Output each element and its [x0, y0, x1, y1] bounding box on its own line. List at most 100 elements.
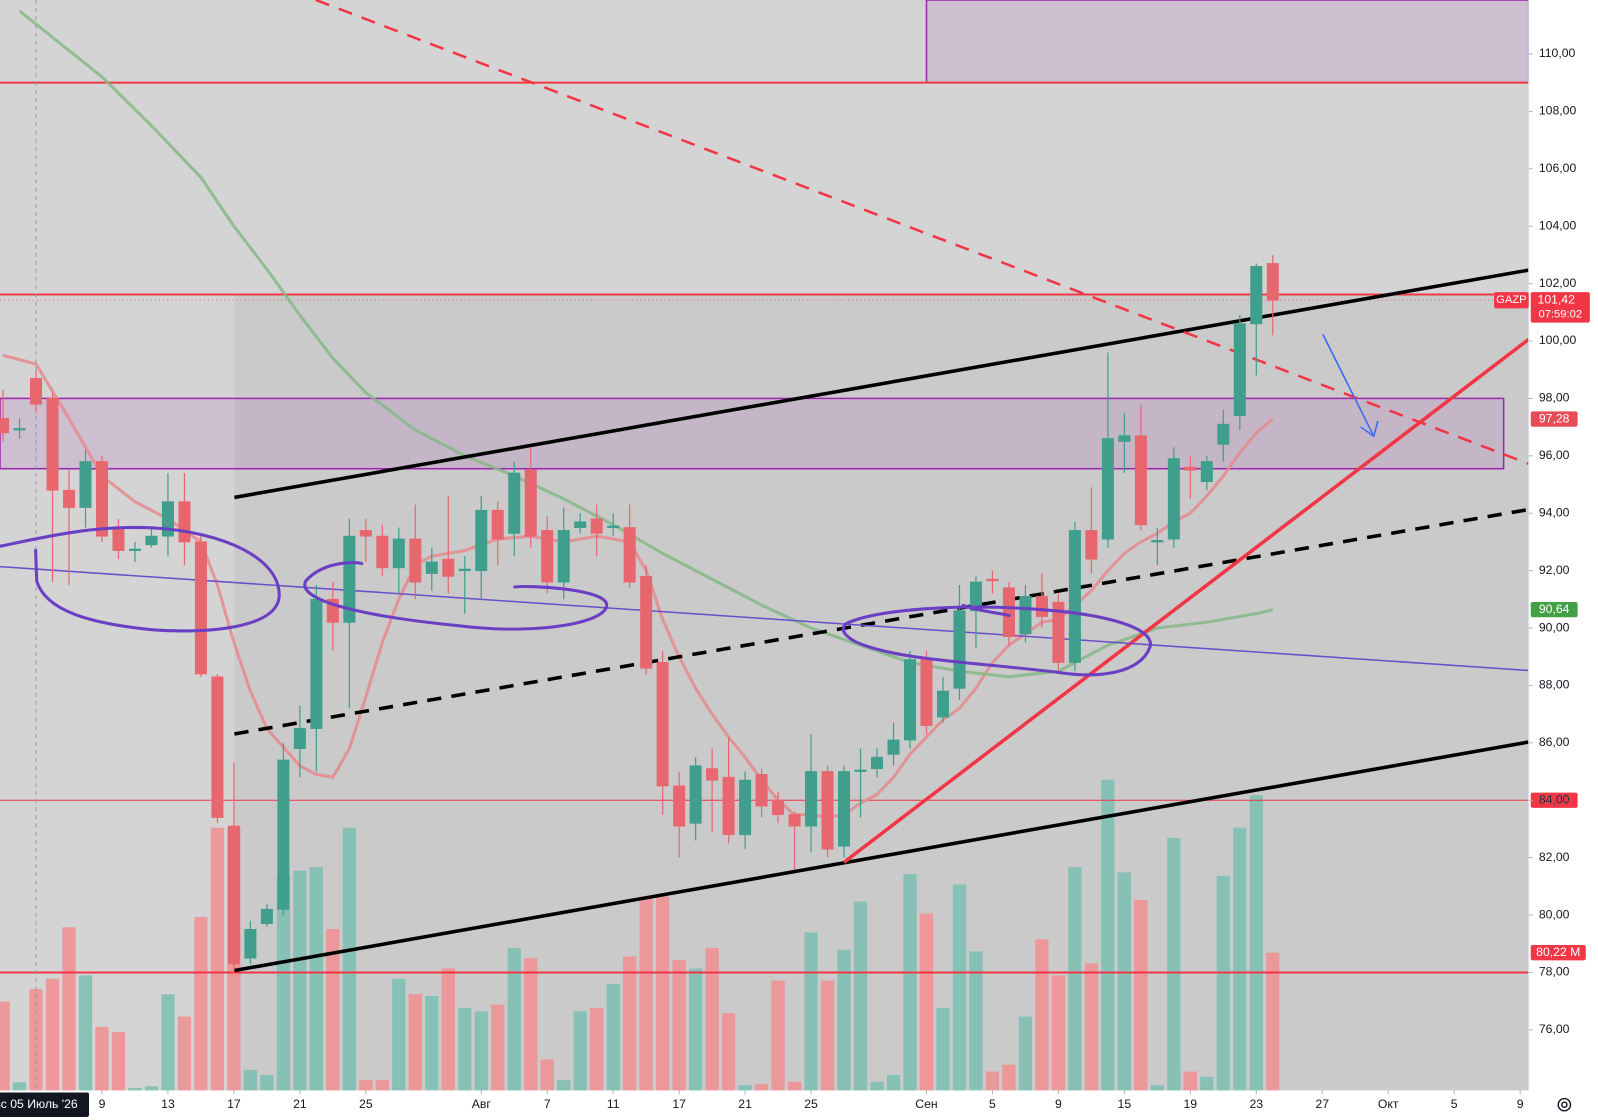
candle-body: [706, 768, 719, 781]
y-tick-label: 110,00: [1539, 46, 1576, 60]
candle-body: [425, 561, 438, 574]
candle-body: [145, 535, 158, 546]
hand-drawings: [0, 525, 1152, 677]
price-axis: [1528, 0, 1598, 1120]
volume-bar: [820, 980, 835, 1091]
candle-body: [1217, 423, 1230, 445]
candle-body: [1052, 601, 1065, 663]
volume-bar: [837, 949, 851, 1091]
trendline: [234, 740, 1530, 973]
x-tick-label: Окт: [1378, 1097, 1399, 1111]
x-tick-label: 9: [1517, 1097, 1524, 1111]
ticker-box: [1494, 292, 1529, 309]
volume-bar: [62, 927, 76, 1091]
volume-bar: [919, 913, 934, 1091]
candle-body: [227, 825, 240, 965]
candle-body: [920, 659, 933, 727]
time-axis: [0, 1090, 1598, 1120]
y-tick-label: 94,00: [1539, 505, 1570, 519]
candle-body: [936, 690, 949, 718]
level-label: 84,00: [1539, 792, 1570, 806]
candle-body: [969, 581, 982, 612]
trendline: [315, 0, 1530, 466]
x-tick-label: 9: [99, 1097, 106, 1111]
level-label-box: [1530, 792, 1578, 808]
volume-bar: [1266, 952, 1280, 1091]
volume-bar: [1134, 899, 1148, 1091]
arrow-head: [1360, 420, 1379, 438]
zones: [0, 0, 1530, 470]
candle-body: [953, 610, 966, 689]
volume-bar: [853, 901, 868, 1091]
x-tick-label: 13: [161, 1097, 175, 1111]
y-tick-label: 90,00: [1539, 620, 1570, 634]
candle-body: [805, 771, 818, 827]
candle-body: [79, 461, 92, 508]
candle-body: [1200, 461, 1213, 483]
candle-body: [62, 489, 76, 508]
x-tick-label: 27: [1315, 1097, 1329, 1111]
candles: [0, 254, 1279, 973]
volume-bar: [375, 1080, 389, 1091]
last-price-label: 101,42: [1538, 292, 1576, 306]
volume-bar: [1018, 1016, 1033, 1091]
volume-bar: [1150, 1085, 1164, 1091]
x-tick-label: 19: [1184, 1097, 1198, 1111]
last-price-box: [1530, 292, 1590, 323]
candle-body: [1250, 265, 1263, 325]
volume-bar: [656, 896, 670, 1091]
ellipse: [303, 561, 608, 631]
countdown-label: 07:59:02: [1538, 308, 1582, 320]
volume-bar: [408, 994, 422, 1091]
volume-label: 80,22 M: [1536, 945, 1580, 959]
candle-body: [244, 929, 257, 959]
candle-body: [838, 771, 851, 847]
candle-body: [1266, 263, 1279, 301]
volume-bar: [985, 1071, 1000, 1091]
candle-body: [524, 469, 537, 537]
y-tick-label: 96,00: [1539, 448, 1570, 462]
candle-body: [128, 548, 141, 551]
x-tick-label: 7: [544, 1097, 551, 1111]
candle-body: [211, 676, 224, 818]
candle-body: [46, 397, 59, 491]
candle-body: [458, 568, 471, 572]
volume-bar: [969, 951, 983, 1091]
volume-bar: [754, 1084, 769, 1091]
volume-bar: [507, 947, 521, 1091]
y-tick-label: 86,00: [1539, 735, 1570, 749]
volume-bar: [276, 875, 291, 1091]
x-tick-label: 11: [607, 1097, 620, 1111]
gear-inner[interactable]: [1561, 1101, 1568, 1108]
volume-bar: [1167, 838, 1181, 1091]
volume-bar: [1051, 975, 1066, 1091]
volume-bar: [111, 1032, 126, 1091]
arrow-shaft: [1322, 333, 1375, 437]
volume-bar: [161, 994, 175, 1091]
moving-average: [2, 353, 1274, 820]
candle-body: [772, 799, 785, 816]
y-tick-label: 106,00: [1539, 161, 1577, 175]
candle-body: [310, 598, 323, 729]
x-tick-label: 21: [738, 1097, 752, 1111]
moving-averages: [2, 9, 1274, 820]
x-tick-label: 23: [1249, 1097, 1263, 1111]
candle-body: [1233, 323, 1246, 417]
volume-bar: [903, 874, 917, 1091]
y-tick-label: 88,00: [1539, 678, 1570, 692]
candle-body: [1035, 596, 1048, 617]
candle-body: [277, 759, 290, 910]
candle-body: [821, 771, 834, 850]
gear-outer[interactable]: [1557, 1097, 1572, 1112]
volume-bar: [606, 983, 620, 1091]
arrow: [1322, 333, 1379, 438]
volume-bar: [359, 1080, 373, 1091]
volume-bar: [721, 1013, 736, 1091]
settings-icon[interactable]: [1557, 1097, 1572, 1112]
candle-body: [194, 541, 207, 675]
ellipse: [0, 525, 281, 633]
volume-bar: [804, 932, 818, 1091]
volume-bar: [1249, 795, 1263, 1091]
volume-bar: [441, 968, 455, 1091]
candle-body: [1019, 596, 1032, 635]
